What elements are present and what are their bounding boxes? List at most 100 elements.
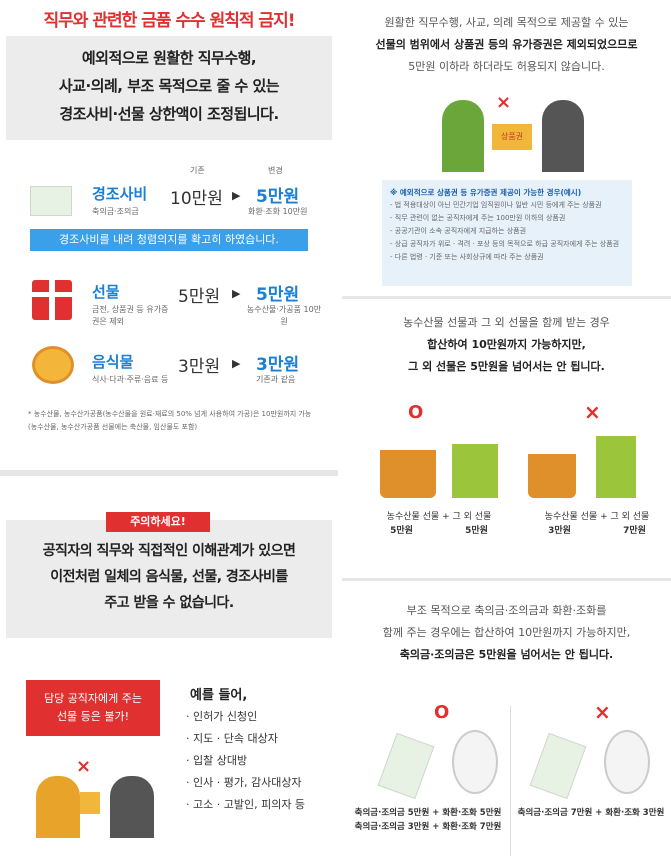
caption-value: 5만원 bbox=[465, 526, 488, 536]
person-icon bbox=[36, 776, 80, 838]
p1-line: 5만원 이하라 하더라도 허용되지 않습니다. bbox=[408, 60, 605, 73]
p2-line: 농수산물 선물과 그 외 선물을 함께 받는 경우 bbox=[403, 316, 610, 329]
row-before: 3만원 bbox=[178, 357, 221, 377]
example-caption: 축의금·조의금 7만원 + 화환·조화 3만원 bbox=[517, 808, 665, 818]
ng-mark: × bbox=[584, 400, 601, 424]
apple-basket-icon bbox=[380, 450, 436, 498]
caption-line: 축의금·조의금 5만원 + 화환·조화 5만원 bbox=[354, 808, 502, 818]
col-after: 변경 bbox=[268, 166, 283, 175]
caption-value: 3만원 bbox=[548, 526, 571, 536]
divider bbox=[510, 706, 511, 856]
example-list: · 인허가 신청인 · 지도 · 단속 대상자 · 입찰 상대방 · 인사 · … bbox=[186, 706, 305, 816]
p3: 부조 목적으로 축의금·조의금과 화환·조화를 함께 주는 경우에는 합산하여 … bbox=[342, 600, 671, 666]
row-after: 3만원 bbox=[256, 355, 300, 375]
caution-tag: 주의하세요! bbox=[106, 512, 210, 532]
gift-box-icon bbox=[80, 792, 100, 814]
list-item: - 법 적용대상이 아닌 민간기업 임직원이나 일반 시민 등에게 주는 상품권 bbox=[390, 201, 602, 209]
footnote-line: * 농수산물, 농수산가공품(농수산물을 원료·재료의 50% 넘게 사용하여 … bbox=[28, 410, 312, 418]
footnote-line: (농수산물, 농수산가공품 선물에는 축산물, 임산물도 포함) bbox=[28, 423, 198, 431]
food-bowl-icon bbox=[32, 346, 74, 384]
row-before: 10만원 bbox=[170, 189, 223, 209]
row-after: 5만원 bbox=[256, 187, 300, 207]
official-icon bbox=[110, 776, 154, 838]
arrow-icon: ▶ bbox=[232, 189, 241, 202]
row-after-sub: 화환·조화 10만원 bbox=[248, 207, 308, 216]
list-item: - 직무 관련이 없는 공직자에게 주는 100만원 이하의 상품권 bbox=[390, 214, 566, 222]
p2-line: 합산하여 10만원까지 가능하지만, bbox=[427, 338, 586, 351]
person-icon bbox=[442, 100, 484, 172]
gift-box-icon bbox=[596, 436, 636, 498]
ok-mark: O bbox=[408, 402, 424, 423]
p3-line: 축의금·조의금은 5만원을 넘어서는 안 됩니다. bbox=[399, 648, 614, 661]
envelope-icon bbox=[30, 186, 72, 216]
row-before: 5만원 bbox=[178, 287, 221, 307]
main-title: 직무와 관련한 금품 수수 원칙적 금지! bbox=[43, 11, 296, 31]
divider bbox=[0, 470, 338, 476]
left-column: 직무와 관련한 금품 수수 원칙적 금지! 예외적으로 원활한 직무수행, 사교… bbox=[0, 11, 338, 838]
intro-line: 예외적으로 원활한 직무수행, bbox=[81, 49, 257, 67]
caption-label: 농수산물 선물 + 그 외 선물 bbox=[544, 512, 650, 522]
ok-mark: O bbox=[434, 702, 450, 723]
gift-box-icon bbox=[452, 444, 498, 498]
intro-box: 예외적으로 원활한 직무수행, 사교·의례, 부조 목적으로 줄 수 있는 경조… bbox=[6, 36, 332, 140]
list-item: · 인사 · 평가, 감사대상자 bbox=[186, 776, 302, 789]
exception-box: ※ 예외적으로 상품권 등 유가증권 제공이 가능한 경우(예시) - 법 적용… bbox=[382, 180, 632, 286]
intro-line: 경조사비·선물 상한액이 조정됩니다. bbox=[59, 105, 279, 123]
row-label: 경조사비 bbox=[92, 185, 148, 203]
example-caption: 농수산물 선물 + 그 외 선물 5만원 5만원 bbox=[364, 510, 514, 538]
caption-label: 농수산물 선물 + 그 외 선물 bbox=[386, 512, 492, 522]
wreath-icon bbox=[452, 730, 498, 794]
ng-mark: × bbox=[594, 700, 611, 724]
footnote: * 농수산물, 농수산가공품(농수산물을 원료·재료의 50% 넘게 사용하여 … bbox=[28, 408, 334, 434]
intro-line: 사교·의례, 부조 목적으로 줄 수 있는 bbox=[58, 77, 280, 95]
arrow-icon: ▶ bbox=[232, 287, 241, 300]
p1: 원활한 직무수행, 사교, 의례 목적으로 제공할 수 있는 선물의 범위에서 … bbox=[342, 12, 671, 78]
caution-line: 공직자의 직무와 직접적인 이해관계가 있으면 bbox=[42, 543, 296, 559]
p1-line: 선물의 범위에서 상품권 등의 유가증권은 제외되었으므로 bbox=[375, 38, 638, 51]
wreath-icon bbox=[604, 730, 650, 794]
row-after-sub: 기존과 같음 bbox=[256, 375, 296, 384]
row-label: 음식물 bbox=[92, 353, 134, 371]
right-column: 원활한 직무수행, 사교, 의례 목적으로 제공할 수 있는 선물의 범위에서 … bbox=[342, 0, 671, 864]
row-sub: 금전, 상품권 등 유가증권은 제외 bbox=[92, 305, 169, 326]
envelope-icon bbox=[529, 732, 587, 800]
example-title: 예를 들어, bbox=[190, 688, 248, 703]
apple-basket-icon bbox=[528, 454, 576, 498]
list-item: · 입찰 상대방 bbox=[186, 754, 248, 767]
row-sub: 축의금·조의금 bbox=[92, 207, 139, 216]
list-item: · 인허가 신청인 bbox=[186, 710, 258, 723]
envelope-icon bbox=[377, 732, 435, 800]
caption-line: 축의금·조의금 3만원 + 화환·조화 7만원 bbox=[354, 822, 502, 832]
row-label: 선물 bbox=[92, 283, 120, 301]
red-box-line: 담당 공직자에게 주는 bbox=[43, 692, 143, 705]
x-mark: × bbox=[76, 756, 92, 777]
caption-value: 5만원 bbox=[390, 526, 413, 536]
red-box-line: 선물 등은 불가! bbox=[56, 710, 130, 723]
p2-line: 그 외 선물은 5만원을 넘어서는 안 됩니다. bbox=[408, 360, 605, 373]
p1-line: 원활한 직무수행, 사교, 의례 목적으로 제공할 수 있는 bbox=[384, 16, 629, 29]
list-item: - 공공기관이 소속 공직자에게 지급하는 상품권 bbox=[390, 227, 527, 235]
exception-list: - 법 적용대상이 아닌 민간기업 임직원이나 일반 시민 등에게 주는 상품권… bbox=[390, 199, 624, 264]
p3-line: 부조 목적으로 축의금·조의금과 화환·조화를 bbox=[406, 604, 607, 617]
arrow-icon: ▶ bbox=[232, 357, 241, 370]
row-sub: 식사·다과·주류·음료 등 bbox=[92, 375, 169, 384]
caution-line: 이전처럼 일체의 음식물, 선물, 경조사비를 bbox=[50, 569, 288, 585]
example-caption: 축의금·조의금 5만원 + 화환·조화 5만원 축의금·조의금 3만원 + 화환… bbox=[346, 806, 510, 834]
gift-icon bbox=[32, 280, 72, 320]
x-mark: × bbox=[496, 92, 512, 113]
col-before: 기존 bbox=[190, 166, 205, 175]
list-item: · 지도 · 단속 대상자 bbox=[186, 732, 278, 745]
exception-title: ※ 예외적으로 상품권 등 유가증권 제공이 가능한 경우(예시) bbox=[390, 188, 582, 197]
red-box: 담당 공직자에게 주는 선물 등은 불가! bbox=[26, 680, 160, 736]
p2: 농수산물 선물과 그 외 선물을 함께 받는 경우 합산하여 10만원까지 가능… bbox=[342, 312, 671, 378]
official-icon bbox=[542, 100, 584, 172]
caution-line: 주고 받을 수 없습니다. bbox=[104, 595, 234, 611]
caption-value: 7만원 bbox=[623, 526, 646, 536]
caution-box: 공직자의 직무와 직접적인 이해관계가 있으면 이전처럼 일체의 음식물, 선물… bbox=[6, 520, 332, 638]
envelope-icon: 상품권 bbox=[492, 124, 532, 150]
row-after: 5만원 bbox=[256, 285, 300, 305]
example-caption: 농수산물 선물 + 그 외 선물 3만원 7만원 bbox=[522, 510, 671, 538]
list-item: · 고소 · 고발인, 피의자 등 bbox=[186, 798, 306, 811]
divider bbox=[342, 296, 671, 299]
list-item: - 상급 공직자가 위로 · 격려 · 포상 등의 목적으로 하급 공직자에게 … bbox=[390, 240, 620, 248]
